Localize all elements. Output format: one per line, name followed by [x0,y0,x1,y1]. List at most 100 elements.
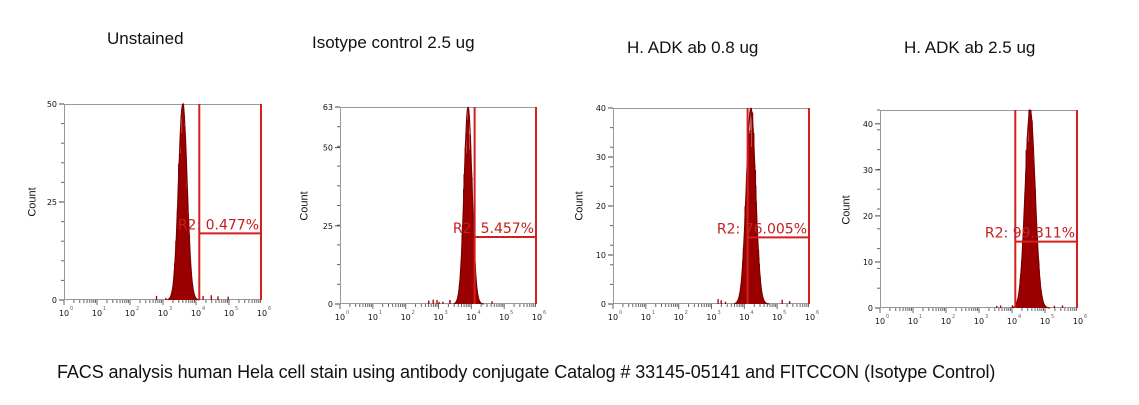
gate-annotation: R2: 99.311% [985,226,1075,242]
y-tick-label: 0 [868,304,873,313]
x-tick-label: 10 [674,313,684,322]
gate-annotation: R2: 0.477% [178,217,259,233]
x-tick-label: 10 [92,309,102,318]
svg-text:1: 1 [652,310,655,316]
y-axis-label-2: Count [298,191,311,221]
x-tick-label: 10 [466,313,476,322]
x-tick-label: 10 [158,309,168,318]
panel-title-3: H. ADK ab 0.8 ug [627,38,759,57]
x-tick-label: 10 [908,317,918,326]
x-tick-label: 10 [368,313,378,322]
svg-text:3: 3 [718,310,721,316]
svg-text:6: 6 [1084,314,1087,320]
gate-r2: R2: 0.477% [178,104,262,300]
gate-r2: R2: 5.457% [453,107,537,304]
svg-text:3: 3 [985,314,988,320]
y-tick-label: 30 [863,166,873,175]
x-tick-label: 10 [706,313,716,322]
x-tick-label: 10 [59,309,69,318]
y-tick-label: 63 [323,103,333,112]
x-tick-label: 10 [257,309,267,318]
svg-text:5: 5 [510,310,513,316]
x-tick-label: 10 [974,317,984,326]
x-tick-label: 10 [1007,317,1017,326]
svg-text:4: 4 [750,310,753,316]
gate-annotation: R2: 5.457% [453,221,534,237]
y-tick-label: 50 [47,100,57,109]
svg-text:3: 3 [445,310,448,316]
svg-text:6: 6 [816,310,819,316]
x-tick-label: 10 [335,313,345,322]
y-tick-label: 20 [863,212,873,221]
svg-text:1: 1 [103,306,106,312]
y-tick-label: 20 [596,202,606,211]
y-tick-label: 0 [328,300,333,309]
figure-caption: FACS analysis human Hela cell stain usin… [57,362,996,382]
x-tick-label: 10 [401,313,411,322]
svg-text:0: 0 [70,306,73,312]
x-tick-label: 10 [875,317,885,326]
svg-text:6: 6 [268,306,271,312]
x-tick-label: 10 [433,313,443,322]
histogram-panel-3: 0 10 20 30 40 10 0 10 1 10 2 10 3 10 4 10 5 10 6 R2: 76.005… [596,104,819,322]
histogram-trace [155,104,229,300]
svg-text:3: 3 [169,306,172,312]
plot-frame [613,108,810,304]
histogram-panel-4: 0 10 20 30 40 10 0 10 1 10 2 10 3 10 4 10 5 10 6 R2: 99.311… [863,108,1087,326]
y-tick-label: 10 [863,258,873,267]
svg-text:6: 6 [543,310,546,316]
svg-text:5: 5 [1051,314,1054,320]
y-tick-label: 50 [323,144,333,153]
svg-text:5: 5 [783,310,786,316]
y-tick-label: 30 [596,153,606,162]
x-tick-label: 10 [772,313,782,322]
gate-r2: R2: 76.005% [717,108,810,304]
svg-text:2: 2 [136,306,139,312]
svg-text:1: 1 [379,310,382,316]
histogram-trace [996,110,1064,308]
svg-text:4: 4 [202,306,205,312]
svg-text:0: 0 [346,310,349,316]
y-tick-label: 0 [601,300,606,309]
y-tick-label: 25 [323,222,333,231]
histogram-panel-2: 0 25 50 63 10 0 10 1 10 2 10 3 10 4 10 5 10 6 R2: 5.457% [323,103,546,322]
svg-text:4: 4 [1018,314,1021,320]
svg-text:5: 5 [235,306,238,312]
y-tick-label: 10 [596,251,606,260]
y-axis-label-1: Count [26,187,39,217]
x-tick-label: 10 [739,313,749,322]
x-tick-label: 10 [805,313,815,322]
plot-frame [880,110,1078,308]
gate-annotation: R2: 76.005% [717,221,807,237]
panel-title-2: Isotype control 2.5 ug [312,33,475,52]
x-tick-label: 10 [532,313,542,322]
x-tick-label: 10 [224,309,234,318]
panel-title-1: Unstained [107,29,184,48]
y-tick-label: 40 [863,120,873,129]
svg-text:4: 4 [477,310,480,316]
y-tick-label: 0 [52,296,57,305]
x-tick-label: 10 [499,313,509,322]
svg-text:2: 2 [412,310,415,316]
x-tick-label: 10 [125,309,135,318]
plot-frame [64,104,262,300]
x-tick-label: 10 [1040,317,1050,326]
panel-title-4: H. ADK ab 2.5 ug [904,38,1036,57]
x-tick-label: 10 [608,313,618,322]
x-tick-label: 10 [641,313,651,322]
y-axis-label-4: Count [840,195,853,225]
svg-text:1: 1 [919,314,922,320]
svg-text:0: 0 [886,314,889,320]
histogram-panel-1: 0 25 50 10 0 10 1 10 2 10 3 10 4 10 5 10 6 R2: 0.477% [47,100,271,318]
plot-frame [340,107,537,304]
x-tick-label: 10 [1073,317,1083,326]
svg-text:2: 2 [952,314,955,320]
svg-text:2: 2 [685,310,688,316]
x-tick-label: 10 [941,317,951,326]
gate-r2: R2: 99.311% [985,110,1078,308]
y-tick-label: 25 [47,198,57,207]
